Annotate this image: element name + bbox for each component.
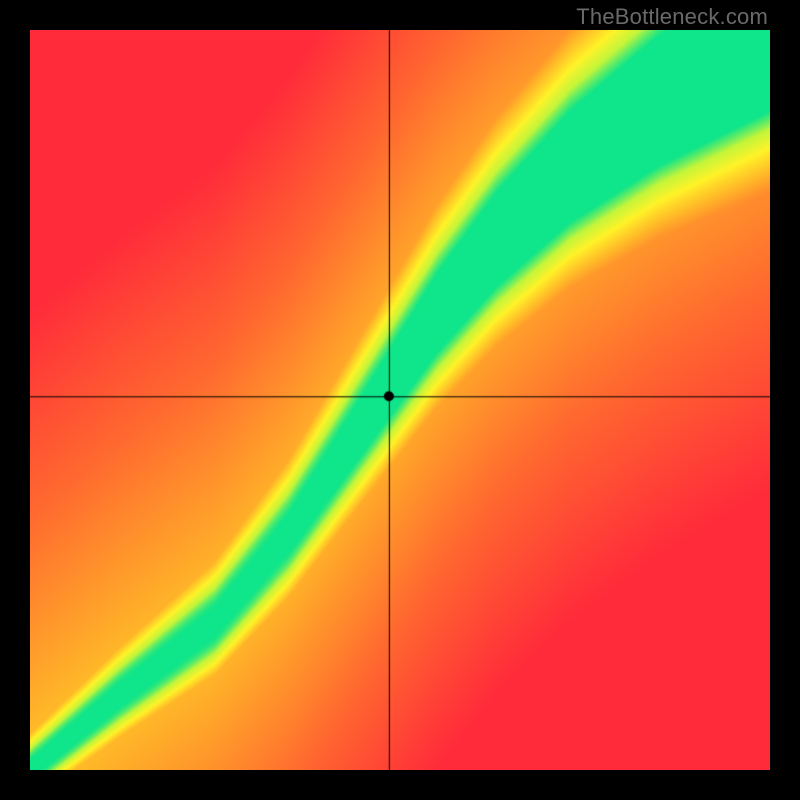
bottleneck-heatmap-canvas bbox=[30, 30, 770, 770]
chart-plot-area bbox=[30, 30, 770, 770]
watermark-text: TheBottleneck.com bbox=[576, 4, 768, 30]
